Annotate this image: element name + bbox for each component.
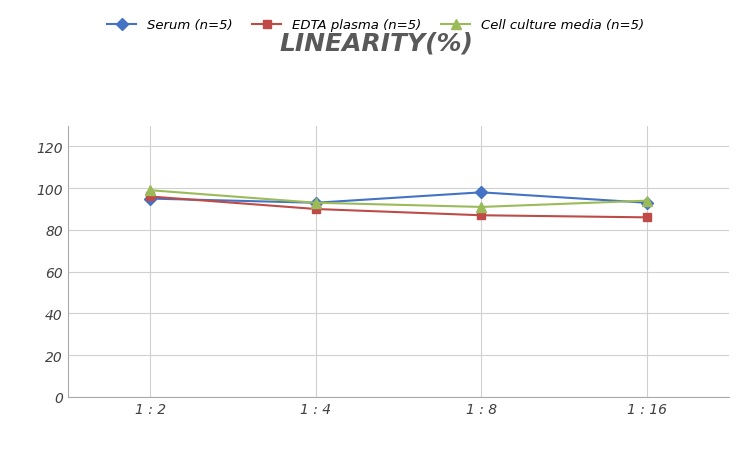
Serum (n=5) bbox=[311, 201, 320, 206]
EDTA plasma (n=5) bbox=[477, 213, 486, 218]
Cell culture media (n=5) bbox=[146, 188, 155, 193]
Cell culture media (n=5) bbox=[311, 201, 320, 206]
Cell culture media (n=5) bbox=[642, 198, 651, 204]
EDTA plasma (n=5) bbox=[146, 194, 155, 200]
Legend: Serum (n=5), EDTA plasma (n=5), Cell culture media (n=5): Serum (n=5), EDTA plasma (n=5), Cell cul… bbox=[108, 19, 644, 32]
Serum (n=5) bbox=[477, 190, 486, 196]
Text: LINEARITY(%): LINEARITY(%) bbox=[279, 32, 473, 55]
EDTA plasma (n=5) bbox=[311, 207, 320, 212]
Serum (n=5) bbox=[146, 197, 155, 202]
Cell culture media (n=5) bbox=[477, 205, 486, 210]
Line: Serum (n=5): Serum (n=5) bbox=[146, 189, 651, 207]
Line: EDTA plasma (n=5): EDTA plasma (n=5) bbox=[146, 193, 651, 222]
Line: Cell culture media (n=5): Cell culture media (n=5) bbox=[146, 186, 651, 212]
EDTA plasma (n=5) bbox=[642, 215, 651, 221]
Serum (n=5) bbox=[642, 201, 651, 206]
